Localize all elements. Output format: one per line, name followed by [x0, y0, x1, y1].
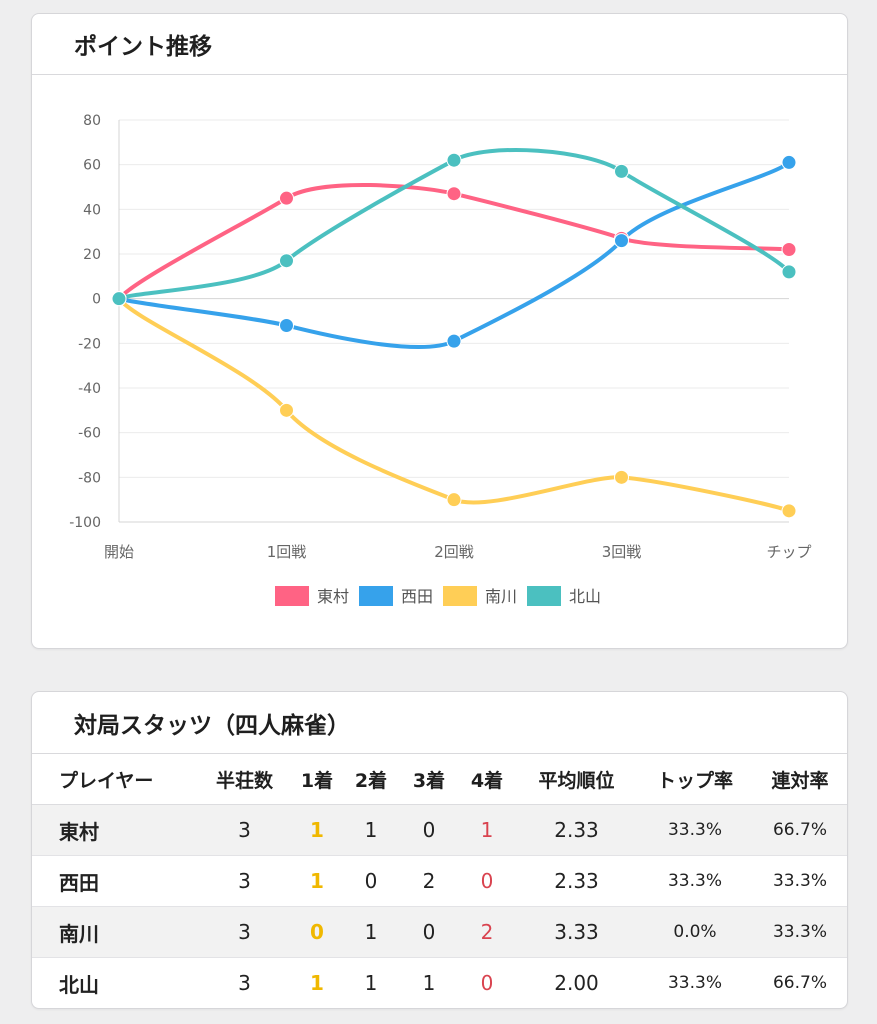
data-point: [446, 186, 462, 202]
rentai-rate-cell: 33.3%: [753, 906, 847, 958]
y-tick-label: 0: [92, 292, 101, 308]
top-rate-cell: 0.0%: [637, 906, 753, 958]
points-chart-card: ポイント推移 80 60 40 20 0 -20 -40 -60 -80 -100 開始 1回戦 2回戦…: [31, 13, 848, 649]
data-point: [279, 402, 294, 418]
top-rate-cell: 33.3%: [637, 855, 753, 907]
data-point: [111, 291, 127, 307]
header-fourth: 4着: [458, 754, 516, 805]
games-cell: 3: [197, 957, 292, 1008]
table-row: 西田 3 1 0 2 0 2.33 33.3% 33.3%: [32, 855, 847, 907]
rentai-rate-cell: 66.7%: [753, 804, 847, 856]
data-point: [781, 264, 797, 280]
legend-swatch: [443, 586, 477, 606]
legend-swatch: [359, 586, 393, 606]
y-tick-label: -60: [78, 426, 101, 442]
fourth-cell: 1: [458, 804, 516, 856]
data-point: [781, 242, 797, 258]
header-avg-rank: 平均順位: [516, 754, 637, 805]
data-point: [446, 492, 462, 508]
stats-card: 対局スタッツ（四人麻雀） プレイヤー 半荘数 1着 2着 3着 4着 平均順位 …: [31, 691, 848, 1009]
chart-card-title: ポイント推移: [32, 14, 847, 75]
avg-rank-cell: 3.33: [516, 906, 637, 958]
x-tick-label: チップ: [766, 543, 811, 561]
second-cell: 1: [342, 957, 400, 1008]
header-second: 2着: [342, 754, 400, 805]
second-cell: 0: [342, 855, 400, 907]
data-point: [781, 503, 797, 519]
top-rate-cell: 33.3%: [637, 957, 753, 1008]
rentai-rate-cell: 33.3%: [753, 855, 847, 907]
stats-card-title: 対局スタッツ（四人麻雀）: [32, 692, 847, 754]
legend-label: 東村: [317, 587, 349, 606]
header-rentai-rate: 連対率: [753, 754, 847, 805]
stats-header-row: プレイヤー 半荘数 1着 2着 3着 4着 平均順位 トップ率 連対率: [32, 754, 847, 805]
games-cell: 3: [197, 804, 292, 856]
rentai-rate-cell: 66.7%: [753, 957, 847, 1008]
second-cell: 1: [342, 804, 400, 856]
data-point: [446, 152, 462, 168]
x-tick-label: 1回戦: [267, 543, 307, 561]
data-point: [279, 190, 294, 206]
legend-label: 北山: [569, 587, 601, 606]
data-point: [614, 163, 629, 179]
legend-label: 西田: [401, 587, 433, 606]
second-cell: 1: [342, 906, 400, 958]
avg-rank-cell: 2.00: [516, 957, 637, 1008]
stats-table: プレイヤー 半荘数 1着 2着 3着 4着 平均順位 トップ率 連対率 東村 3…: [32, 754, 847, 1008]
first-cell: 1: [292, 855, 342, 907]
third-cell: 0: [400, 906, 458, 958]
y-tick-label: 40: [83, 202, 101, 218]
data-point: [781, 154, 797, 170]
y-tick-label: -20: [78, 336, 101, 352]
avg-rank-cell: 2.33: [516, 804, 637, 856]
fourth-cell: 0: [458, 855, 516, 907]
games-cell: 3: [197, 855, 292, 907]
legend-swatch: [527, 586, 561, 606]
player-name: 南川: [32, 906, 197, 958]
x-tick-label: 3回戦: [602, 543, 642, 561]
player-name: 西田: [32, 855, 197, 907]
table-row: 北山 3 1 1 1 0 2.00 33.3% 66.7%: [32, 957, 847, 1008]
top-rate-cell: 33.3%: [637, 804, 753, 856]
first-cell: 1: [292, 804, 342, 856]
series-line: [118, 148, 791, 301]
series-line: [117, 297, 790, 513]
player-name: 北山: [32, 957, 197, 1008]
fourth-cell: 2: [458, 906, 516, 958]
avg-rank-cell: 2.33: [516, 855, 637, 907]
data-point: [614, 233, 629, 249]
legend-swatch: [275, 586, 309, 606]
first-cell: 1: [292, 957, 342, 1008]
y-tick-label: -100: [69, 515, 101, 531]
data-point: [279, 253, 294, 269]
games-cell: 3: [197, 906, 292, 958]
y-tick-label: -80: [78, 470, 101, 486]
first-cell: 0: [292, 906, 342, 958]
table-row: 南川 3 0 1 0 2 3.33 0.0% 33.3%: [32, 906, 847, 958]
header-games: 半荘数: [197, 754, 292, 805]
player-name: 東村: [32, 804, 197, 856]
header-third: 3着: [400, 754, 458, 805]
third-cell: 0: [400, 804, 458, 856]
x-tick-label: 開始: [104, 543, 134, 561]
y-tick-label: 60: [83, 158, 101, 174]
fourth-cell: 0: [458, 957, 516, 1008]
y-tick-label: -40: [78, 381, 101, 397]
y-tick-label: 20: [83, 247, 101, 263]
x-tick-label: 2回戦: [434, 543, 474, 561]
table-row: 東村 3 1 1 0 1 2.33 33.3% 66.7%: [32, 804, 847, 856]
data-point: [614, 469, 629, 485]
header-first: 1着: [292, 754, 342, 805]
data-point: [446, 333, 462, 349]
header-player: プレイヤー: [32, 754, 197, 805]
header-top-rate: トップ率: [637, 754, 753, 805]
data-point: [279, 317, 294, 333]
third-cell: 2: [400, 855, 458, 907]
legend-label: 南川: [485, 587, 517, 606]
third-cell: 1: [400, 957, 458, 1008]
y-tick-label: 80: [83, 113, 101, 129]
